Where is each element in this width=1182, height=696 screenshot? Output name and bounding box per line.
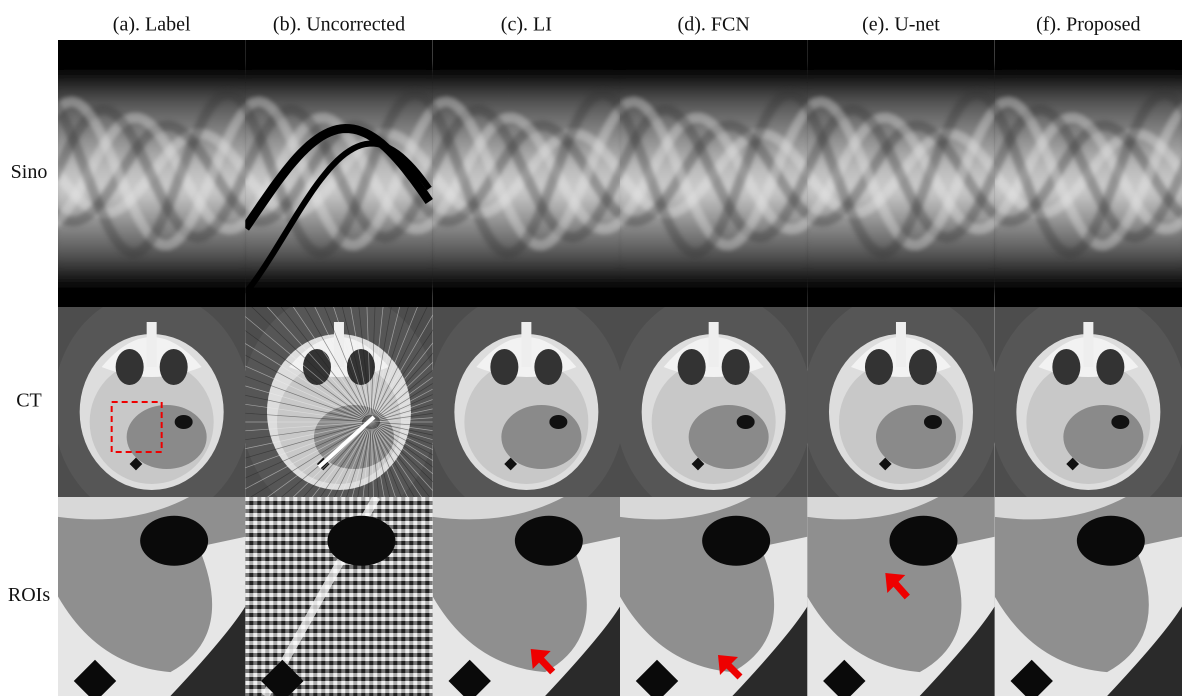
sinus xyxy=(116,349,144,385)
image-panel xyxy=(807,497,994,696)
sinus xyxy=(1052,349,1080,385)
nose xyxy=(521,322,531,367)
tissue xyxy=(127,405,207,469)
sinus xyxy=(1096,349,1124,385)
image-panel xyxy=(53,292,250,522)
metal xyxy=(515,516,583,566)
column-header: (b). Uncorrected xyxy=(273,14,405,36)
tissue xyxy=(876,405,956,469)
nose xyxy=(147,322,157,367)
tissue xyxy=(501,405,581,469)
column-header: (f). Proposed xyxy=(1036,14,1140,36)
image-panel xyxy=(802,292,999,522)
image-panel xyxy=(423,40,630,307)
metal xyxy=(889,516,957,566)
metal xyxy=(702,516,770,566)
tissue xyxy=(689,405,769,469)
metal xyxy=(140,516,208,566)
sinus xyxy=(865,349,893,385)
image-panel xyxy=(615,292,812,522)
metal xyxy=(1111,415,1129,429)
column-header: (c). LI xyxy=(501,14,552,36)
sinus xyxy=(160,349,188,385)
image-panel xyxy=(433,497,620,696)
image-panel xyxy=(58,497,245,696)
sinus xyxy=(678,349,706,385)
image-panel xyxy=(48,40,255,307)
metal xyxy=(549,415,567,429)
page: {"columns": ["(a). Label", "(b). Uncorre… xyxy=(0,0,1182,696)
image-panel xyxy=(620,497,807,696)
image-panel xyxy=(428,292,625,522)
nose xyxy=(1083,322,1093,367)
column-header: (d). FCN xyxy=(678,14,750,36)
image-panel xyxy=(235,40,442,307)
image-panel xyxy=(990,292,1182,522)
row-label: Sino xyxy=(11,161,48,183)
metal xyxy=(327,516,395,566)
sinus xyxy=(534,349,562,385)
metal xyxy=(175,415,193,429)
sinus xyxy=(490,349,518,385)
row-label: CT xyxy=(16,390,42,412)
nose xyxy=(709,322,719,367)
metal xyxy=(737,415,755,429)
metal xyxy=(1077,516,1145,566)
row-label: ROIs xyxy=(8,584,50,606)
image-panel xyxy=(245,497,432,696)
column-header: (a). Label xyxy=(113,14,191,36)
nose xyxy=(896,322,906,367)
image-panel xyxy=(797,40,1004,307)
sinus xyxy=(909,349,937,385)
image-panel xyxy=(995,497,1182,696)
tissue xyxy=(1063,405,1143,469)
figure: (a). Label (b). Uncorrected (c). LI (d). FC… xyxy=(0,0,1182,696)
image-panel xyxy=(985,40,1182,307)
sinus xyxy=(722,349,750,385)
metal xyxy=(924,415,942,429)
image-panel xyxy=(610,40,817,307)
column-header: (e). U-net xyxy=(862,14,940,36)
